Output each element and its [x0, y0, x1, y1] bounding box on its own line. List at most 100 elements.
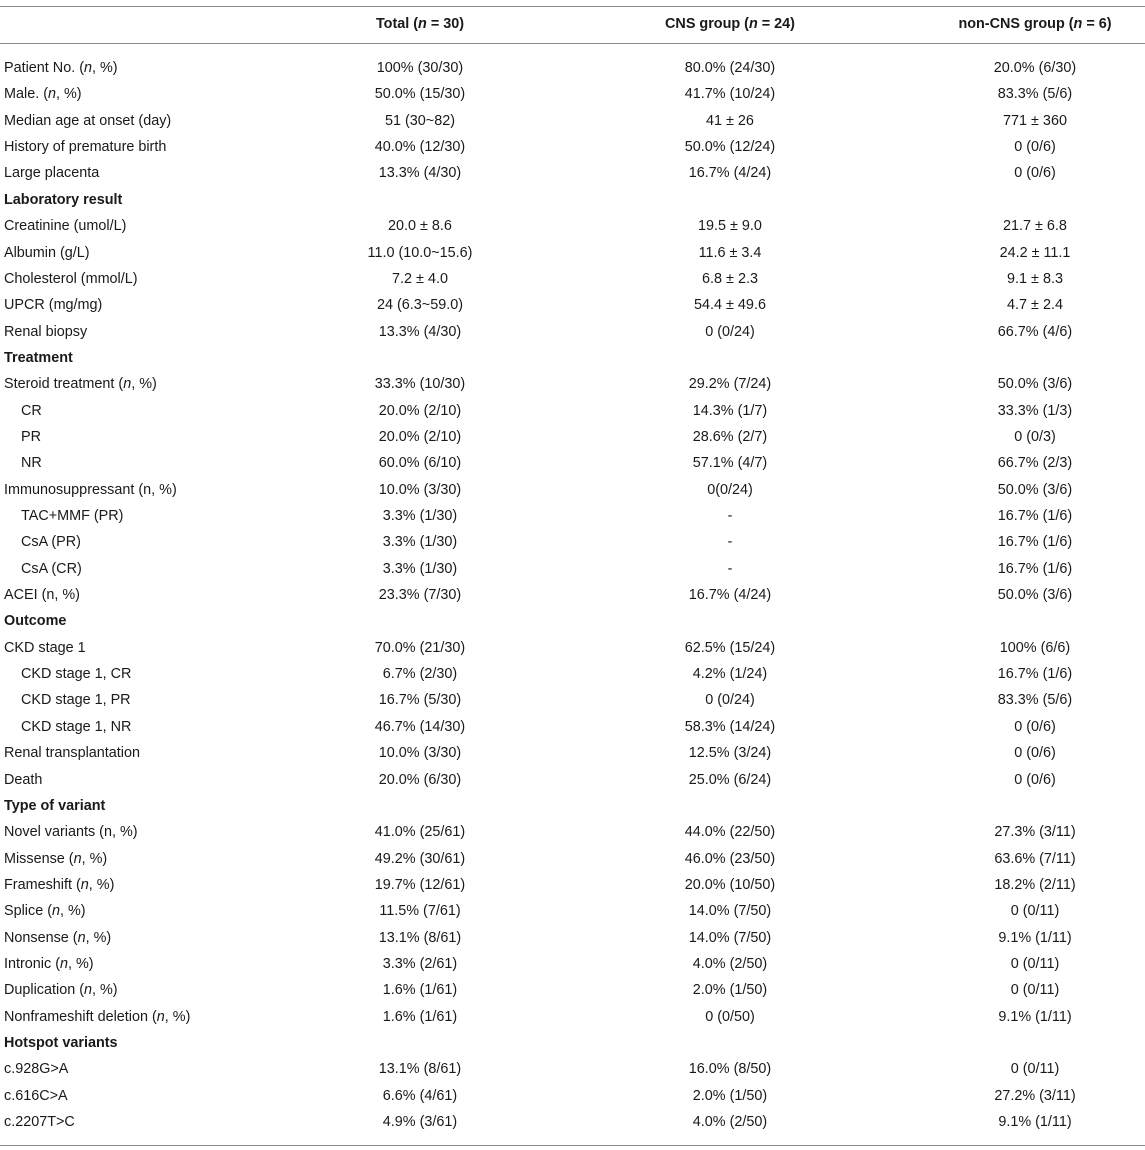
cell-cns: 0 (0/24) [705, 323, 755, 340]
cell-cns: 4.2% (1/24) [692, 666, 768, 683]
cell-cns: 50.0% (12/24) [684, 139, 776, 156]
cell-non-cns: 0 (0/11) [1010, 982, 1060, 999]
cell-non-cns: 0 (0/6) [1014, 745, 1056, 762]
cell-total: 51 (30~82) [384, 112, 455, 129]
row-label: Renal transplantation [4, 745, 141, 762]
row-label: Duplication (n, %) [4, 982, 118, 999]
row-label: CsA (CR) [21, 560, 82, 577]
row-label: Intronic (n, %) [4, 955, 94, 972]
table-header-row: Total (n = 30) CNS group (n = 24) non-CN… [0, 11, 1145, 37]
row-label: Splice (n, %) [4, 903, 86, 920]
cell-cns: 11.6 ± 3.4 [698, 244, 762, 261]
row-label: c.2207T>C [4, 1114, 75, 1130]
cell-cns: 12.5% (3/24) [688, 745, 772, 762]
table-row: c.928G>A 13.1% (8/61) 16.0% (8/50) 0 (0/11) [0, 1056, 1145, 1082]
row-label: Albumin (g/L) [4, 244, 90, 261]
cell-non-cns: 0 (0/6) [1014, 139, 1056, 156]
cell-total: 19.7% (12/61) [374, 876, 466, 893]
cell-non-cns: 24.2 ± 11.1 [999, 244, 1071, 261]
cell-non-cns: 0 (0/11) [1010, 955, 1060, 972]
table-row: PR 20.0% (2/10) 28.6% (2/7) 0 (0/3) [0, 424, 1145, 450]
cell-total: 10.0% (3/30) [378, 745, 462, 762]
section-header-row: Outcome [0, 608, 1145, 634]
cell-cns: 44.0% (22/50) [684, 824, 776, 841]
row-label: ACEI (n, %) [4, 587, 80, 603]
section-header-row: Type of variant [0, 793, 1145, 819]
header-non-cns-group: non-CNS group (n = 6) [958, 16, 1112, 32]
cell-cns: 0(0/24) [707, 481, 753, 498]
cell-cns: 2.0% (1/50) [692, 1087, 768, 1104]
cell-cns: 54.4 ± 49.6 [694, 297, 766, 314]
cell-non-cns: 100% (6/6) [999, 639, 1071, 656]
cell-cns: 28.6% (2/7) [692, 428, 768, 445]
table-row: Intronic (n, %) 3.3% (2/61) 4.0% (2/50) 0 (… [0, 951, 1145, 977]
cell-total: 60.0% (6/10) [378, 455, 462, 472]
table-row: NR 60.0% (6/10) 57.1% (4/7) 66.7% (2/3) [0, 450, 1145, 476]
cell-non-cns: 16.7% (1/6) [997, 560, 1073, 577]
cell-total: 46.7% (14/30) [374, 718, 466, 735]
table-row: CKD stage 1, PR 16.7% (5/30) 0 (0/24) 83.3%… [0, 687, 1145, 713]
section-header-row: Hotspot variants [0, 1030, 1145, 1056]
cell-cns: 0 (0/50) [705, 1008, 755, 1025]
cell-cns: - [727, 508, 733, 524]
table-row: Creatinine (umol/L) 20.0 ± 8.6 19.5 ± 9.0 2… [0, 213, 1145, 239]
row-label: Renal biopsy [4, 323, 88, 340]
cell-total: 3.3% (1/30) [382, 534, 458, 551]
table-row: Nonframeshift deletion (n, %) 1.6% (1/61)… [0, 1004, 1145, 1030]
section-title: Type of variant [4, 797, 106, 814]
table-row: Steroid treatment (n, %) 33.3% (10/30) 29.… [0, 371, 1145, 397]
cell-total: 70.0% (21/30) [374, 639, 466, 656]
row-label: Frameshift (n, %) [4, 876, 115, 893]
table-row: Duplication (n, %) 1.6% (1/61) 2.0% (1/50)… [0, 977, 1145, 1003]
table-row: Missense (n, %) 49.2% (30/61) 46.0% (23/50… [0, 846, 1145, 872]
cell-non-cns: 66.7% (4/6) [997, 323, 1073, 340]
table-row: CKD stage 1 70.0% (21/30) 62.5% (15/24) 100… [0, 635, 1145, 661]
cell-total: 7.2 ± 4.0 [392, 270, 448, 287]
row-label: Missense (n, %) [4, 850, 108, 867]
cell-non-cns: 16.7% (1/6) [997, 666, 1073, 683]
cell-total: 3.3% (1/30) [382, 560, 458, 577]
table-row: Nonsense (n, %) 13.1% (8/61) 14.0% (7/50) 9… [0, 925, 1145, 951]
row-label: Large placenta [4, 165, 100, 182]
cell-cns: 41 ± 26 [706, 112, 754, 129]
cell-cns: 2.0% (1/50) [692, 982, 768, 999]
cell-total: 50.0% (15/30) [374, 86, 466, 103]
cell-total: 24 (6.3~59.0) [376, 297, 463, 314]
cell-cns: 19.5 ± 9.0 [698, 218, 762, 235]
cell-cns: 0 (0/24) [705, 692, 755, 709]
cell-non-cns: 33.3% (1/3) [997, 402, 1073, 419]
cell-cns: 58.3% (14/24) [684, 718, 776, 735]
cell-cns: 41.7% (10/24) [684, 86, 776, 103]
cell-non-cns: 18.2% (2/11) [994, 876, 1076, 893]
cell-cns: 16.7% (4/24) [688, 165, 772, 182]
row-label: Male. (n, %) [4, 86, 82, 103]
table-row: Splice (n, %) 11.5% (7/61) 14.0% (7/50) 0 (… [0, 898, 1145, 924]
table-bottom-rule [0, 1145, 1145, 1146]
cell-total: 3.3% (2/61) [382, 955, 458, 972]
cell-cns: 16.7% (4/24) [688, 587, 772, 603]
cell-cns: 29.2% (7/24) [688, 376, 772, 393]
row-label: CKD stage 1, PR [21, 692, 131, 709]
section-title: Treatment [4, 349, 73, 366]
table-row: Renal biopsy 13.3% (4/30) 0 (0/24) 66.7% (4… [0, 319, 1145, 345]
cell-total: 20.0% (2/10) [378, 402, 462, 419]
cell-cns: 4.0% (2/50) [692, 955, 768, 972]
row-label: Death [4, 771, 43, 788]
cell-total: 6.6% (4/61) [382, 1087, 458, 1104]
row-label: CKD stage 1 [4, 639, 86, 656]
row-label: History of premature birth [4, 139, 167, 156]
row-label: c.616C>A [4, 1087, 68, 1104]
cell-non-cns: 0 (0/3) [1014, 428, 1056, 445]
cell-cns: 46.0% (23/50) [684, 850, 776, 867]
header-cns-group: CNS group (n = 24) [665, 16, 795, 32]
cell-non-cns: 0 (0/6) [1014, 165, 1056, 182]
cell-non-cns: 83.3% (5/6) [997, 86, 1073, 103]
cell-non-cns: 771 ± 360 [1003, 112, 1067, 129]
cell-total: 4.9% (3/61) [382, 1114, 458, 1130]
table-row: Renal transplantation 10.0% (3/30) 12.5% (… [0, 740, 1145, 766]
cell-total: 13.3% (4/30) [378, 165, 462, 182]
cell-non-cns: 4.7 ± 2.4 [1007, 297, 1063, 314]
cell-non-cns: 20.0% (6/30) [993, 60, 1077, 76]
table-row: Immunosuppressant (n, %) 10.0% (3/30) 0(0/… [0, 477, 1145, 503]
table-row: c.616C>A 6.6% (4/61) 2.0% (1/50) 27.2% (3/1… [0, 1083, 1145, 1109]
